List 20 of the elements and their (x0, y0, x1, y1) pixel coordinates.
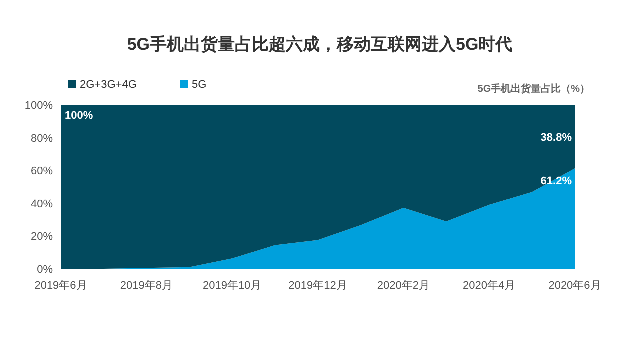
xtick: 2020年4月 (463, 280, 516, 292)
data-label: 61.2% (540, 176, 572, 188)
ytick: 100% (24, 100, 53, 112)
ytick: 80% (30, 132, 53, 145)
ytick: 20% (30, 231, 53, 244)
xtick: 2020年6月 (548, 280, 602, 292)
xtick: 2020年2月 (377, 280, 430, 292)
ytick: 60% (30, 166, 53, 178)
ytick: 40% (30, 198, 53, 210)
ytick: 0% (37, 264, 53, 276)
ylabel: 5G手机出货量占比（%） (478, 84, 590, 95)
legend-label: 5G (192, 79, 207, 91)
title: 5G手机出货量占比超六成，移动互联网进入5G时代 (127, 35, 513, 54)
xtick: 2019年6月 (34, 280, 88, 292)
data-label: 38.8% (540, 132, 572, 144)
xtick: 2019年10月 (202, 280, 262, 292)
data-label: 100% (65, 110, 94, 122)
xtick: 2019年8月 (120, 280, 173, 292)
legend-label: 2G+3G+4G (80, 79, 137, 91)
xtick: 2019年12月 (288, 280, 348, 292)
